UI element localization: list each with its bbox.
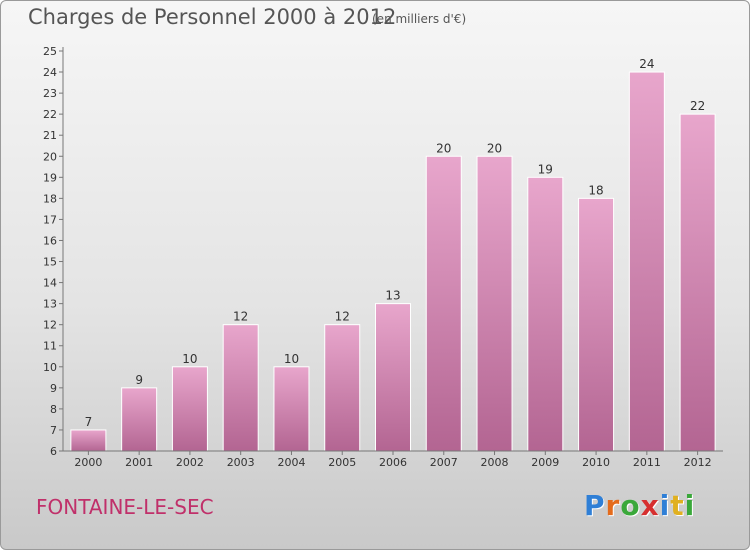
bars: 7 9 10 12 10 12 13 20 20 19 18 24 22 [70,57,716,452]
x-tick-label: 2003 [227,456,255,469]
y-tick-label: 15 [43,256,57,269]
chart-title: Charges de Personnel 2000 à 2012 [28,5,397,29]
bar[interactable] [375,303,411,452]
x-tick-label: 2004 [277,456,305,469]
y-tick-label: 16 [43,234,57,247]
x-tick-label: 2010 [582,456,610,469]
y-tick-label: 13 [43,298,57,311]
y-tick-label: 7 [50,424,57,437]
y-tick-label: 22 [43,108,57,121]
y-tick-label: 17 [43,213,57,226]
bar-value-label: 10 [284,352,299,366]
x-axis: 2000 2001 2002 2003 2004 2005 2006 2007 2008 2009… [63,450,723,469]
y-tick-label: 8 [50,403,57,416]
y-tick-label: 10 [43,361,57,374]
chart-subtitle: (en milliers d'€) [372,12,467,26]
x-tick-label: 2005 [328,456,356,469]
bar[interactable] [425,155,462,452]
logo-letter: P [584,489,606,522]
proxiti-logo[interactable]: Proxiti [584,489,695,522]
bar[interactable] [121,387,158,452]
logo-letter: t [670,489,685,522]
bar-value-label: 20 [487,141,502,155]
x-tick-label: 2001 [125,456,153,469]
y-tick-label: 12 [43,319,57,332]
bar[interactable] [527,176,564,452]
x-tick-label: 2000 [74,456,102,469]
x-tick-label: 2002 [176,456,204,469]
bar[interactable] [273,366,310,452]
x-tick-label: 2011 [633,456,661,469]
bar-value-label: 10 [182,352,197,366]
bar-value-label: 24 [639,57,654,71]
bar-value-label: 13 [385,289,400,303]
logo-letter: o [620,489,641,522]
x-tick-label: 2009 [531,456,559,469]
bar[interactable] [171,366,208,452]
bar-value-label: 19 [538,162,553,176]
y-tick-label: 9 [50,382,57,395]
y-tick-label: 19 [43,171,57,184]
bar-value-label: 7 [85,415,93,429]
x-tick-label: 2007 [430,456,458,469]
y-tick-label: 23 [43,87,57,100]
bar[interactable] [578,197,615,452]
y-tick-label: 11 [43,340,57,353]
x-tick-label: 2008 [481,456,509,469]
y-tick-label: 25 [43,45,57,58]
bar[interactable] [222,324,259,452]
bar-value-label: 12 [335,310,350,324]
bar[interactable] [70,429,107,452]
x-tick-label: 2006 [379,456,407,469]
y-tick-label: 6 [50,445,57,458]
logo-letter: x [640,489,660,522]
y-tick-label: 14 [43,277,57,290]
bar[interactable] [324,324,361,452]
bar-value-label: 20 [436,141,451,155]
bar-value-label: 9 [135,373,143,387]
bar-value-label: 22 [690,99,705,113]
commune-name: FONTAINE-LE-SEC [36,495,214,519]
logo-letter: i [659,489,671,522]
logo-letter: r [605,489,621,522]
y-tick-label: 18 [43,192,57,205]
x-tick-label: 2012 [684,456,712,469]
bar[interactable] [628,71,665,452]
logo-letter: i [684,489,696,522]
y-tick-label: 21 [43,129,57,142]
y-tick-label: 20 [43,150,57,163]
bar[interactable] [679,113,716,452]
y-axis: 6 7 8 9 10 11 12 13 14 15 16 17 18 19 20 21 22 23 24 25 [43,45,64,458]
y-tick-label: 24 [43,66,57,79]
bar[interactable] [476,155,513,452]
bar-value-label: 12 [233,310,248,324]
bar-value-label: 18 [588,183,603,197]
